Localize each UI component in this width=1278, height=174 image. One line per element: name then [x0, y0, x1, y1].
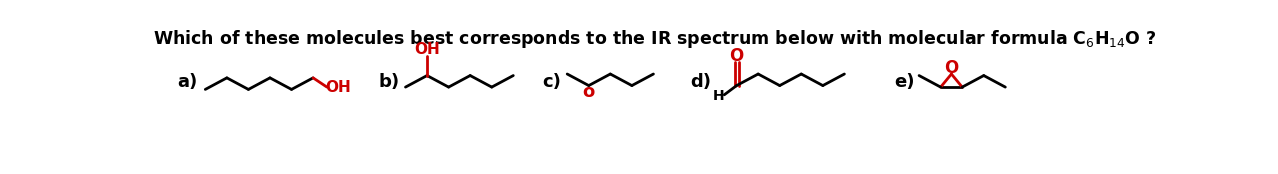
Text: c): c): [542, 73, 561, 91]
Text: OH: OH: [325, 80, 350, 95]
Text: OH: OH: [414, 42, 440, 57]
Text: b): b): [378, 73, 400, 91]
Text: d): d): [690, 73, 712, 91]
Text: H: H: [712, 89, 723, 103]
Text: Which of these molecules best corresponds to the IR spectrum below with molecula: Which of these molecules best correspond…: [153, 28, 1157, 50]
Text: o: o: [583, 83, 594, 101]
Text: a): a): [176, 73, 197, 91]
Text: O: O: [944, 59, 958, 77]
Text: O: O: [730, 47, 744, 65]
Text: e): e): [895, 73, 915, 91]
